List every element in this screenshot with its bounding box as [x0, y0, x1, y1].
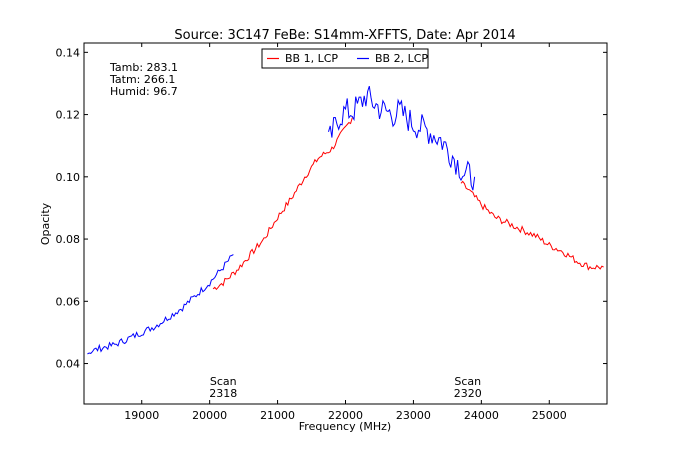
y-tick-label: 0.06: [56, 295, 81, 308]
x-tick-label: 22000: [328, 409, 363, 422]
y-tick-label: 0.14: [56, 46, 81, 59]
legend-label-bb2: BB 2, LCP: [375, 52, 428, 65]
x-axis-label: Frequency (MHz): [299, 420, 391, 433]
legend-frame: [261, 48, 429, 69]
x-tick-label: 23000: [396, 409, 431, 422]
scan-label-2320-line1: Scan: [454, 375, 481, 388]
annotation-humid: Humid: 96.7: [110, 85, 178, 98]
scan-label-2318: Scan 2318: [209, 375, 237, 400]
y-tick-label: 0.10: [56, 171, 81, 184]
scan-label-2320-line2: 2320: [454, 387, 482, 400]
annotation-tatm: Tatm: 266.1: [109, 73, 175, 86]
series-line-bb1-2: [460, 180, 604, 271]
legend: BB 1, LCP BB 2, LCP: [261, 48, 429, 69]
scan-label-2318-line1: Scan: [210, 375, 237, 388]
x-tick-label: 19000: [124, 409, 159, 422]
y-tick-label: 0.12: [56, 109, 81, 122]
series-line-bb1-0: [212, 117, 353, 291]
x-tick-label: 21000: [260, 409, 295, 422]
x-tick-label: 20000: [192, 409, 227, 422]
y-axis-label: Opacity: [39, 202, 52, 245]
scan-label-2318-line2: 2318: [209, 387, 237, 400]
series-line-bb2-1: [87, 254, 234, 355]
series-line-bb2-3: [328, 85, 476, 191]
scan-label-2320: Scan 2320: [454, 375, 482, 400]
y-tick-label: 0.04: [56, 358, 81, 371]
axis-ticks: 19000 20000 21000 22000 23000 24000 25000 0.04 0…: [56, 43, 607, 422]
y-tick-label: 0.08: [56, 233, 81, 246]
chart-title: Source: 3C147 FeBe: S14mm-XFFTS, Date: A…: [174, 28, 515, 43]
x-tick-label: 25000: [532, 409, 567, 422]
legend-label-bb1: BB 1, LCP: [285, 52, 338, 65]
series-layer: [87, 85, 604, 355]
x-tick-label: 24000: [464, 409, 499, 422]
weather-annotation: Tamb: 283.1 Tatm: 266.1 Humid: 96.7: [109, 61, 178, 98]
annotation-tamb: Tamb: 283.1: [109, 61, 178, 74]
